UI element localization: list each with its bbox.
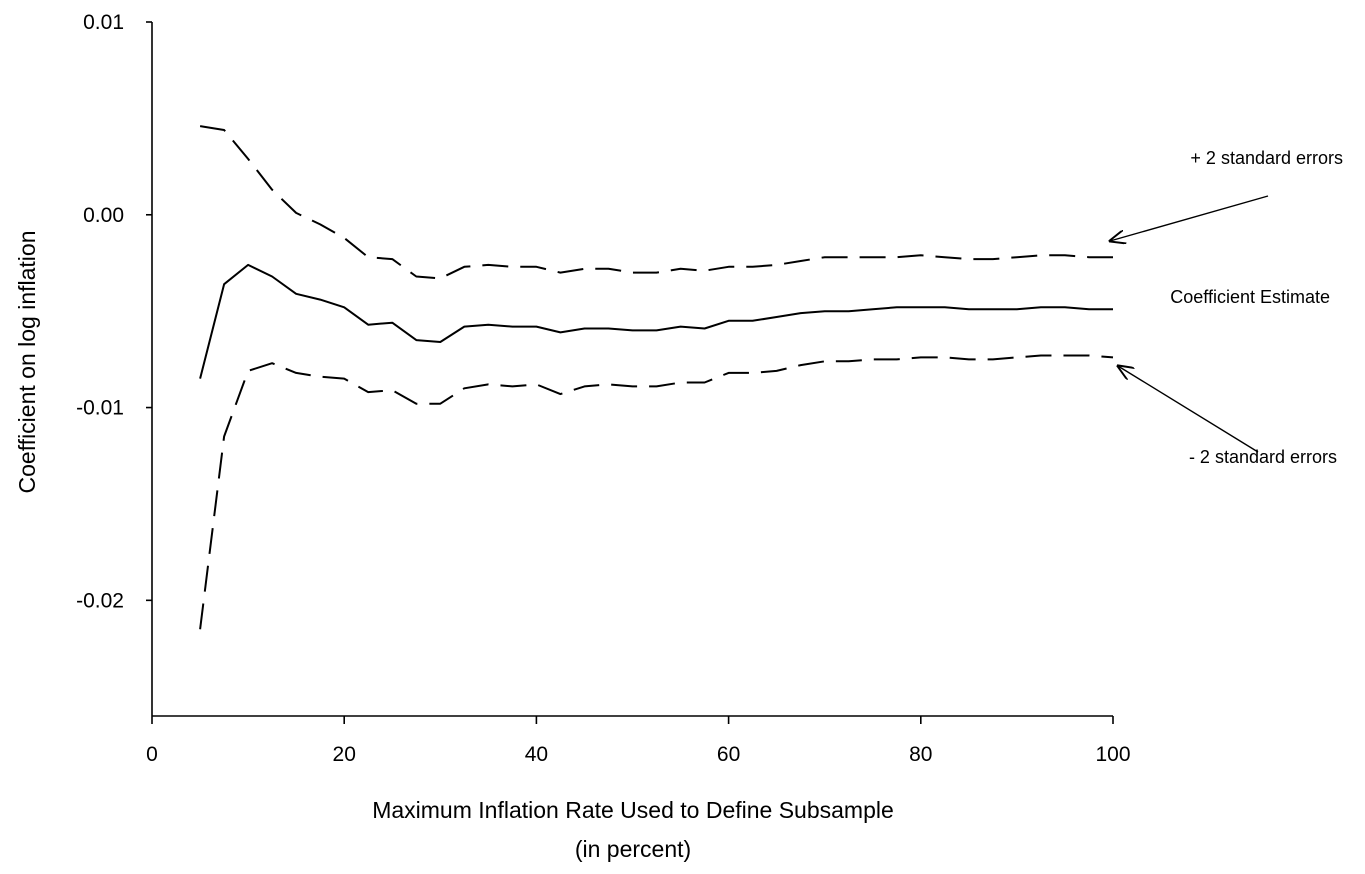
arrow-minus-2-se: [1118, 366, 1259, 453]
y-tick-label: 0.00: [83, 204, 124, 227]
annotations: + 2 standard errors Coefficient Estimate…: [1110, 148, 1343, 467]
chart-labels: Maximum Inflation Rate Used to Define Su…: [14, 231, 894, 862]
series-layer: [199, 125, 1114, 630]
arrow-plus-2-se: [1110, 195, 1269, 241]
y-tick-label: 0.01: [83, 11, 124, 34]
x-axis-title-line2: (in percent): [575, 836, 691, 862]
series-minus-2-se: [199, 354, 1114, 630]
y-tick-label: -0.02: [76, 589, 124, 612]
series-coefficient-estimate: [199, 263, 1113, 379]
x-tick-label: 100: [1095, 743, 1130, 766]
annotation-minus-2-se: - 2 standard errors: [1189, 447, 1337, 467]
x-axis-title: Maximum Inflation Rate Used to Define Su…: [372, 797, 894, 823]
annotation-plus-2-se: + 2 standard errors: [1190, 148, 1343, 168]
x-tick-label: 60: [717, 743, 740, 766]
x-tick-label: 40: [525, 743, 548, 766]
chart-axes: 0.01 0.00 -0.01 -0.02 0 20 40 60 80 100: [76, 11, 1130, 766]
x-tick-label: 80: [909, 743, 932, 766]
y-axis-title: Coefficient on log inflation: [14, 231, 40, 494]
annotation-coefficient-estimate: Coefficient Estimate: [1170, 287, 1330, 307]
x-ticks: 0 20 40 60 80 100: [146, 716, 1131, 766]
y-ticks: 0.01 0.00 -0.01 -0.02: [76, 11, 152, 612]
x-tick-label: 0: [146, 743, 158, 766]
x-tick-label: 20: [333, 743, 356, 766]
y-tick-label: -0.01: [76, 397, 124, 420]
series-plus-2-se: [199, 125, 1113, 280]
